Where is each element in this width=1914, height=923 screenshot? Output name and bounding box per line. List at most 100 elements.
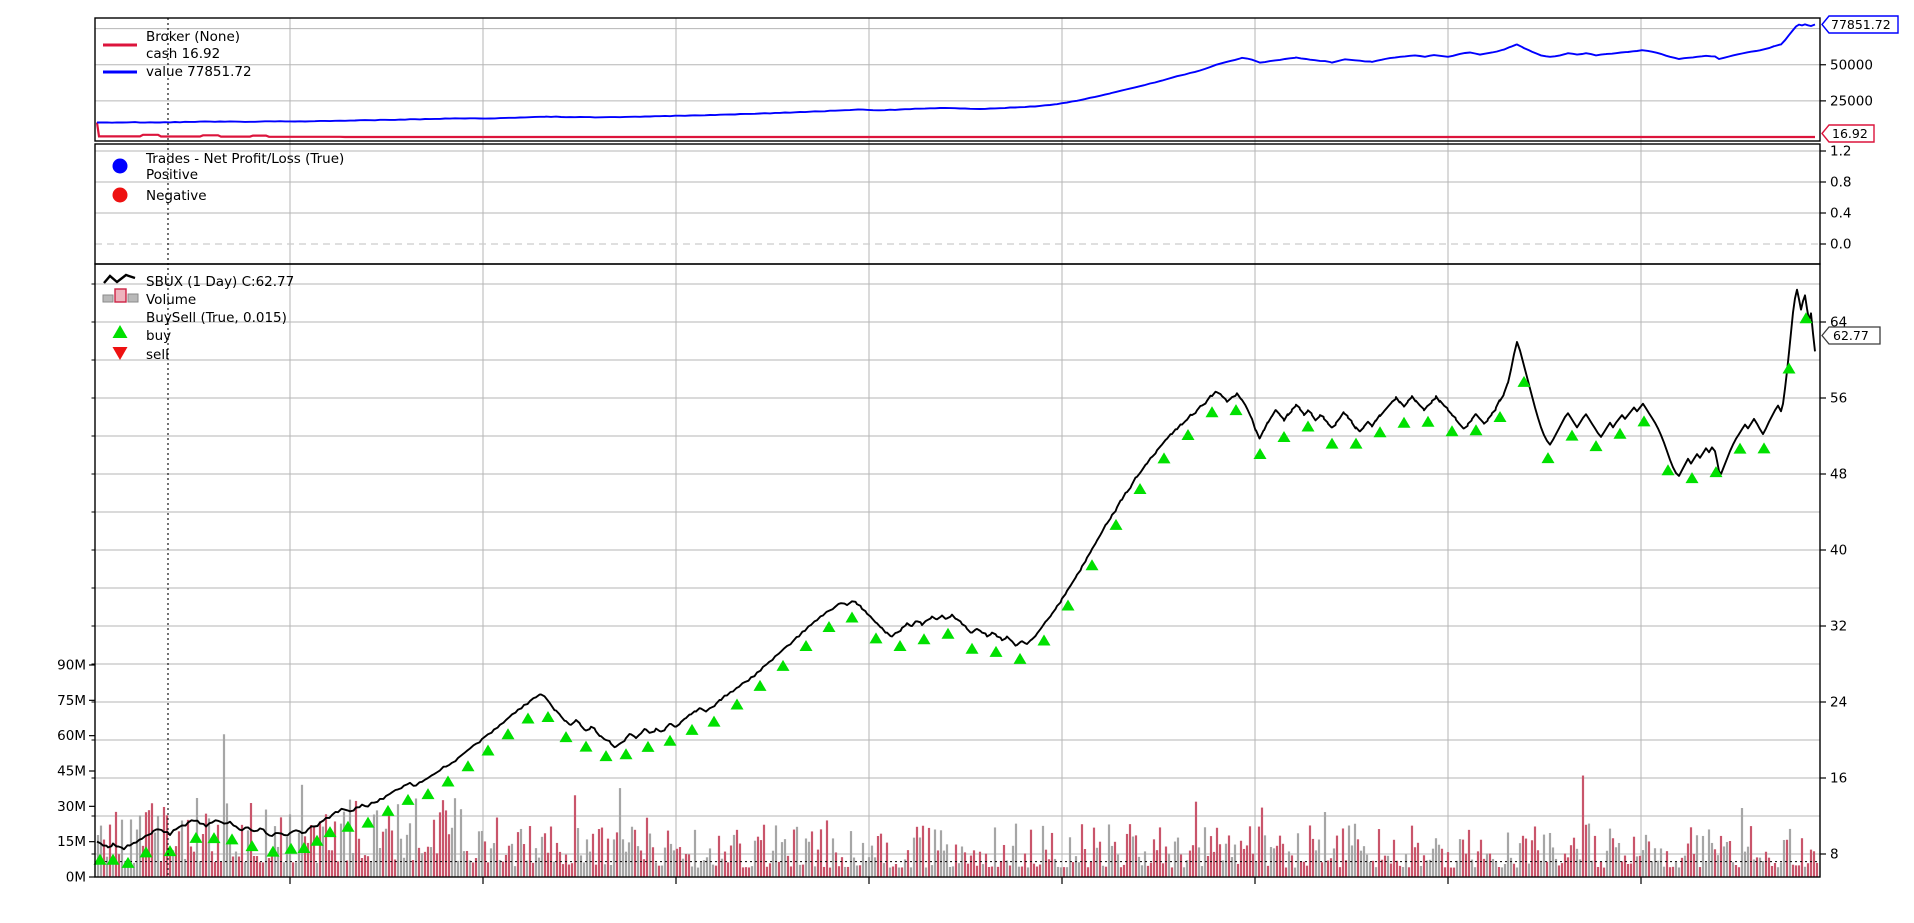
volume-bar: [312, 826, 316, 877]
buy-marker: [461, 760, 475, 772]
volume-bar: [891, 866, 895, 877]
volume-bar: [879, 833, 883, 877]
volume-bar: [96, 835, 100, 877]
volume-bar: [1587, 823, 1591, 877]
volume-bar: [357, 838, 361, 877]
volume-bar: [819, 829, 823, 877]
volume-bar: [1620, 861, 1624, 877]
volume-bar: [1785, 839, 1789, 877]
volume-bar: [1023, 853, 1027, 877]
volume-axis-label: 60M: [57, 728, 86, 744]
buysell-legend-label: BuySell (True, 0.015): [146, 310, 287, 326]
buy-marker: [965, 642, 979, 654]
volume-bar: [1209, 836, 1213, 877]
volume-bar: [888, 867, 892, 877]
volume-bar: [849, 831, 853, 877]
volume-bar: [456, 860, 460, 877]
volume-bar: [1356, 839, 1360, 877]
buy-marker: [1205, 406, 1219, 418]
volume-bar: [1323, 812, 1327, 877]
volume-bar: [1173, 841, 1177, 877]
positive-dot-icon: [112, 158, 128, 174]
trades-axis-label: 1.2: [1830, 144, 1851, 160]
volume-bar: [543, 833, 547, 877]
volume-bar: [771, 850, 775, 877]
volume-bar: [132, 862, 136, 877]
volume-bar: [591, 833, 595, 877]
volume-bar: [921, 825, 925, 877]
volume-bar: [561, 864, 565, 877]
volume-bar: [789, 866, 793, 877]
volume-bar: [1596, 867, 1600, 877]
volume-bar: [912, 837, 916, 877]
volume-bar: [318, 821, 322, 877]
volume-bar: [1311, 838, 1315, 877]
buy-marker: [1613, 427, 1627, 439]
volume-bar: [723, 851, 727, 877]
volume-bar: [1053, 858, 1057, 877]
volume-bar: [762, 824, 766, 877]
volume-bar: [306, 842, 310, 877]
volume-bar: [684, 854, 688, 877]
volume-bar: [1140, 865, 1144, 877]
volume-bar: [114, 811, 118, 877]
volume-bar: [180, 820, 184, 877]
volume-bar: [855, 865, 859, 877]
volume-bar: [927, 827, 931, 877]
volume-bar: [102, 839, 106, 877]
volume-bar: [897, 867, 901, 877]
volume-bar: [783, 839, 787, 877]
volume-bar: [1407, 867, 1411, 877]
volume-bar: [1764, 851, 1768, 877]
volume-bar: [666, 830, 670, 877]
buy-marker: [381, 804, 395, 816]
volume-bar: [1602, 867, 1606, 877]
volume-bar: [537, 857, 541, 877]
volume-bar: [396, 804, 400, 877]
volume-bar: [699, 861, 703, 877]
buy-marker: [361, 816, 375, 828]
volume-bar: [1626, 864, 1630, 877]
volume-bar: [1119, 867, 1123, 877]
buy-marker: [1277, 430, 1291, 442]
volume-bar: [1401, 867, 1405, 877]
volume-bar: [1026, 867, 1030, 877]
volume-bar: [1107, 824, 1111, 877]
volume-bar: [1758, 857, 1762, 877]
buy-marker: [1085, 559, 1099, 571]
volume-bar: [447, 834, 451, 877]
volume-bar: [1428, 859, 1432, 877]
volume-bar: [222, 734, 226, 877]
volume-bar: [1194, 801, 1198, 877]
volume-bar: [1170, 867, 1174, 877]
volume-bar: [1080, 824, 1084, 877]
volume-bar: [1686, 843, 1690, 877]
volume-bar: [1581, 775, 1585, 877]
buy-marker: [822, 620, 836, 632]
volume-bar: [831, 838, 835, 877]
volume-bar: [1212, 851, 1216, 877]
trades-legend-title: Trades - Net Profit/Loss (True): [145, 151, 344, 167]
volume-bar: [600, 827, 604, 877]
volume-bar: [996, 866, 1000, 877]
volume-bar: [1458, 839, 1462, 877]
volume-bar: [1266, 865, 1270, 877]
buy-marker: [207, 832, 221, 844]
volume-bar: [1203, 827, 1207, 877]
volume-bar: [411, 860, 415, 877]
volume-bar: [1242, 848, 1246, 877]
volume-bar: [345, 860, 349, 877]
volume-bar: [231, 856, 235, 877]
volume-bar: [576, 828, 580, 877]
volume-bar: [1737, 867, 1741, 877]
volume-bar: [750, 866, 754, 877]
volume-bar: [1131, 836, 1135, 877]
gridlines-layer: [95, 18, 1820, 877]
volume-bar: [777, 861, 781, 877]
volume-bar: [1299, 861, 1303, 877]
volume-bar: [1770, 865, 1774, 877]
volume-bar: [1605, 850, 1609, 877]
volume-bar: [654, 862, 658, 877]
buy-marker: [730, 698, 744, 710]
volume-bar: [675, 848, 679, 877]
